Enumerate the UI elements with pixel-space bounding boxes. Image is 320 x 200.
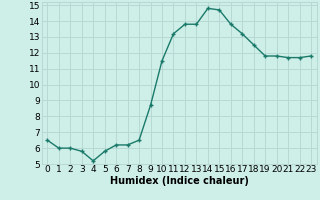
X-axis label: Humidex (Indice chaleur): Humidex (Indice chaleur) (110, 176, 249, 186)
